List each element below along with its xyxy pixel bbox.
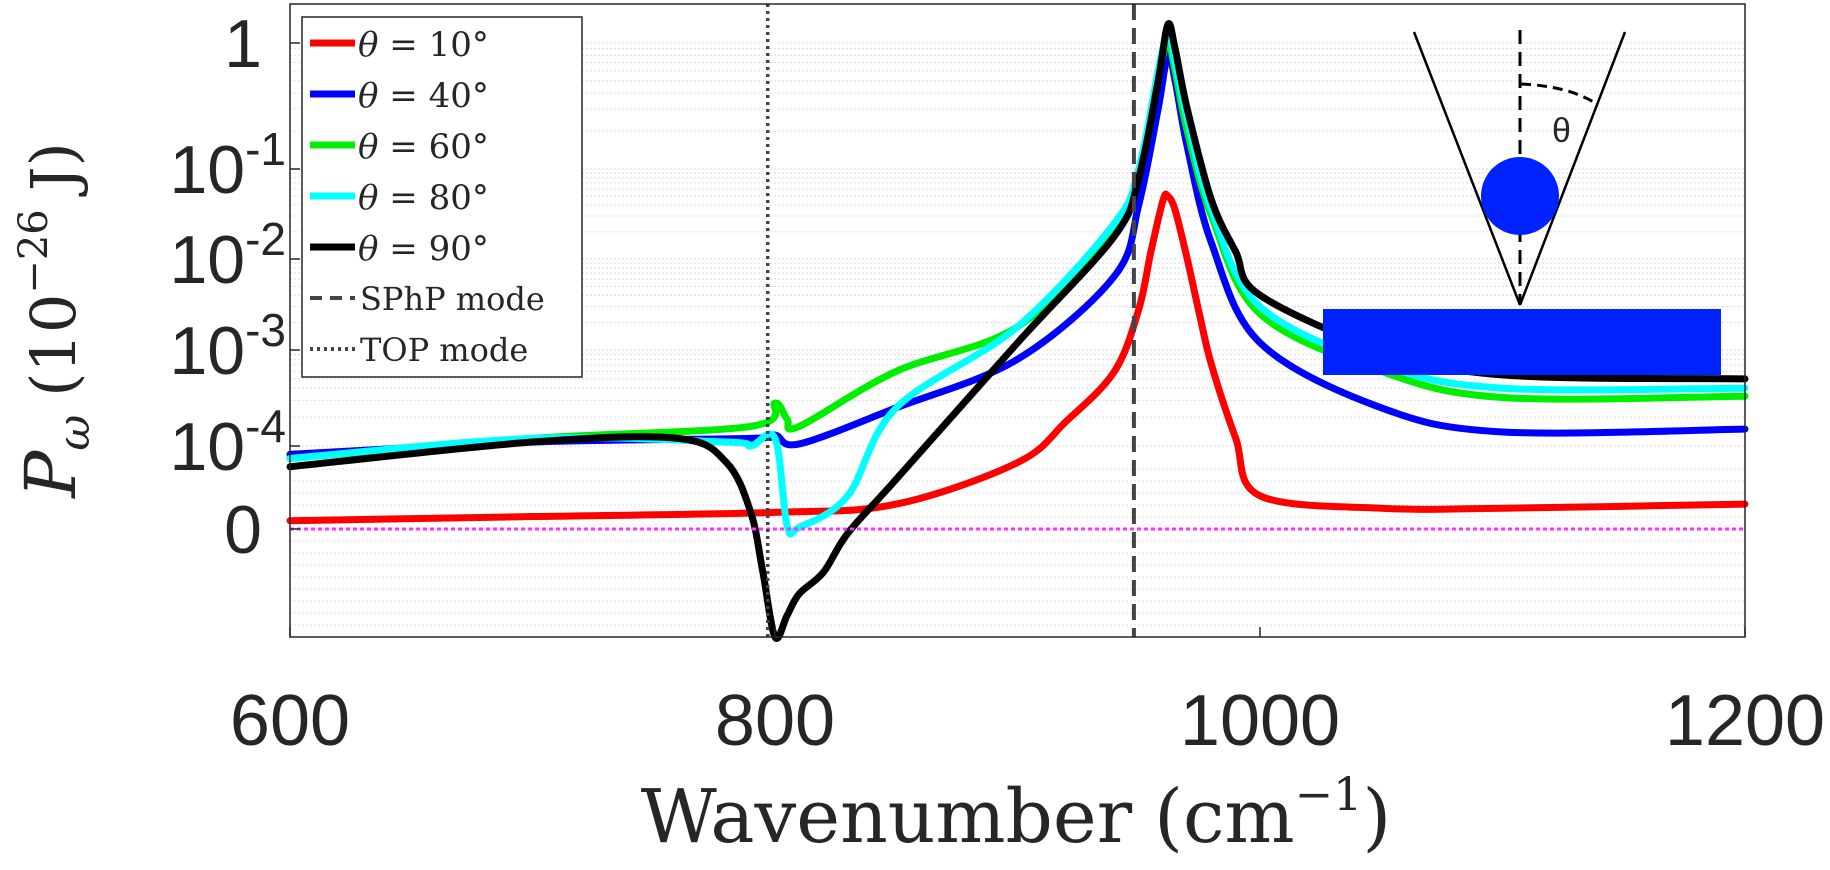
legend-label: TOP mode (360, 331, 528, 369)
plot-frame (289, 3, 1746, 638)
legend-box (301, 16, 583, 378)
y-label-unit-close: J) (17, 142, 90, 197)
x-axis-label: Wavenumber (cm−1) (641, 767, 1392, 860)
legend: θ = 10° θ = 40° θ = 60° θ = 80° θ = 90° SPhP … (301, 16, 583, 378)
inset-theta-label: θ (1552, 112, 1571, 150)
y-tick-label: 1 (224, 6, 262, 82)
x-label-unit-close: ) (1362, 774, 1391, 860)
y-label-symbol: P (10, 449, 92, 500)
legend-label: θ = 80° (358, 178, 489, 218)
reference-lines (290, 4, 1745, 637)
x-tick-label: 800 (715, 681, 835, 761)
legend-label: θ = 90° (358, 229, 489, 269)
x-tick-label: 1200 (1665, 681, 1825, 761)
legend-label: θ = 10° (358, 25, 489, 65)
legend-label: θ = 40° (358, 76, 489, 116)
y-label-unit-exponent: −26 (11, 209, 57, 293)
y-tick-label: 10-2 (169, 213, 286, 298)
y-label-unit: (10 (17, 294, 90, 397)
y-tick-label: 10-4 (169, 400, 286, 485)
x-tick-label: 600 (230, 681, 350, 761)
legend-label: SPhP mode (360, 280, 545, 318)
y-axis-ticks: 010-4 10-310-210-1 1 (169, 6, 300, 568)
x-label-unit-exponent: −1 (1295, 767, 1363, 821)
x-label-text: Wavenumber (641, 774, 1133, 860)
y-tick-label: 0 (224, 492, 262, 568)
series-line-theta-90 (286, 20, 1749, 642)
series-line-theta-80 (286, 29, 1749, 538)
y-tick-label: 10-1 (169, 123, 286, 208)
y-label-subscript: ω (49, 415, 100, 451)
y-axis-label: Pω (10−26 J) (10, 142, 100, 500)
x-label-unit: (cm (1154, 774, 1294, 860)
inset-schematic: θ (1323, 30, 1721, 375)
angle-arc (1520, 82, 1596, 105)
particle (1481, 157, 1559, 235)
x-tick-label: 1000 (1180, 681, 1340, 761)
cone-left-edge (1412, 31, 1522, 306)
cone-right-edge (1518, 31, 1627, 306)
x-axis-ticks: 600 800 1000 1200 (230, 627, 1825, 761)
substrate (1323, 309, 1721, 375)
legend-label: θ = 60° (358, 127, 489, 167)
series-line-theta-10 (286, 190, 1749, 525)
y-tick-label: 10-3 (169, 304, 286, 389)
